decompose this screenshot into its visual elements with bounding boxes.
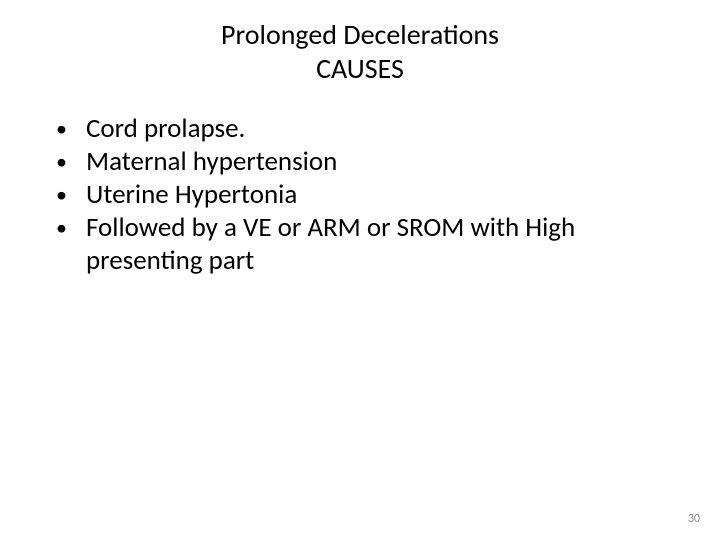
slide-body: Cord prolapse. Maternal hypertension Ute… [30,113,690,278]
bullet-text: Maternal hypertension [86,145,337,178]
page-number: 30 [688,512,700,526]
list-item: Uterine Hypertonia [56,179,690,212]
bullet-text: Uterine Hypertonia [86,178,297,211]
bullet-text: Cord prolapse. [86,112,245,145]
bullet-text: Followed by a VE or ARM or SROM with Hig… [86,211,575,277]
list-item: Cord prolapse. [56,113,690,146]
bullet-list: Cord prolapse. Maternal hypertension Ute… [56,113,690,278]
list-item: Maternal hypertension [56,146,690,179]
slide-title-line1: Prolonged Decelerations [30,18,690,52]
slide-container: Prolonged Decelerations CAUSES Cord prol… [0,0,720,540]
list-item: Followed by a VE or ARM or SROM with Hig… [56,212,690,278]
slide-title-block: Prolonged Decelerations CAUSES [30,18,690,85]
slide-title-line2: CAUSES [30,52,690,86]
